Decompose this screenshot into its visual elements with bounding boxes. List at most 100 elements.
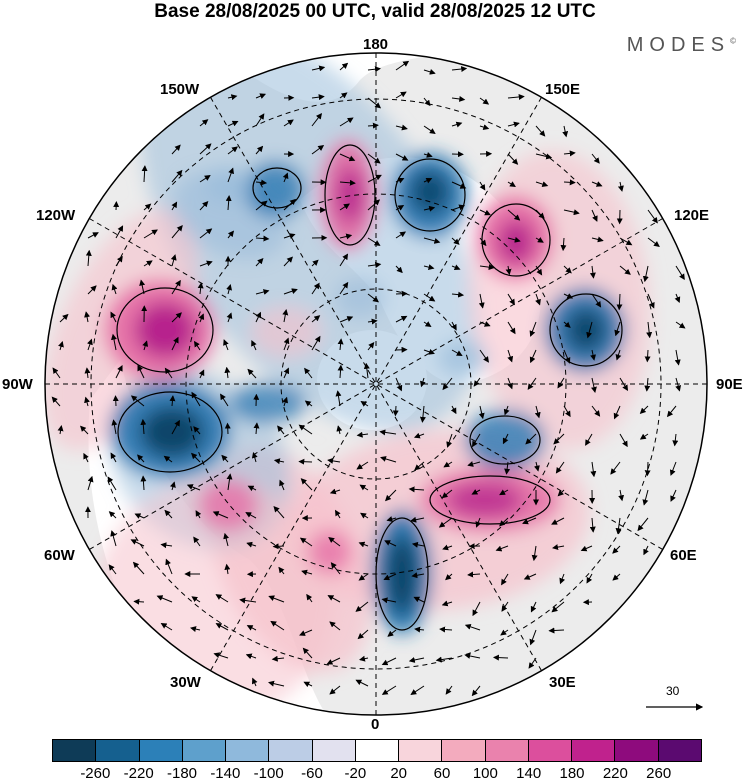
wind-vector <box>160 622 173 631</box>
wind-vector <box>255 93 267 99</box>
wind-vector <box>83 452 89 463</box>
wind-vector <box>395 91 407 99</box>
wind-vector <box>414 626 425 633</box>
wind-vector <box>367 199 381 211</box>
wind-vector <box>563 209 580 216</box>
wind-vector <box>268 595 285 603</box>
wind-vector <box>451 264 461 271</box>
wind-vector <box>642 265 649 283</box>
contour-line <box>117 391 223 473</box>
wind-vector <box>674 293 681 304</box>
wind-vector <box>666 405 677 418</box>
wind-vector <box>199 143 212 155</box>
wind-vector <box>535 265 543 276</box>
wind-vector <box>535 209 545 219</box>
wind-vector <box>255 145 264 155</box>
wind-vector <box>112 395 119 407</box>
wind-vector <box>190 626 201 633</box>
wind-vector <box>198 369 205 379</box>
wind-vector <box>502 433 509 445</box>
wind-vector <box>613 405 621 420</box>
wind-vector <box>140 475 147 491</box>
wind-vector <box>384 540 397 547</box>
wind-vector <box>283 367 290 379</box>
colorbar-tick-label: 180 <box>559 765 585 782</box>
wind-vector <box>277 425 285 435</box>
wind-vector <box>395 315 408 323</box>
wind-vector <box>226 312 233 323</box>
anomaly-blob <box>336 167 364 223</box>
wind-vector <box>451 66 468 73</box>
wind-vector <box>642 489 649 506</box>
wind-vector <box>356 431 369 438</box>
wind-vector <box>133 598 145 605</box>
wind-vector <box>557 377 565 389</box>
wind-vector <box>339 203 350 211</box>
wind-vector <box>479 264 495 271</box>
wind-vector <box>562 125 569 138</box>
wind-vector <box>215 594 229 603</box>
lon-label-180: 180 <box>363 36 389 53</box>
lon-label-60w: 60W <box>44 547 75 564</box>
wind-vector <box>355 601 369 612</box>
wind-vector <box>639 433 649 440</box>
wind-vector <box>224 563 231 575</box>
wind-vector <box>525 433 537 445</box>
wind-vector <box>212 511 229 519</box>
wind-vector <box>339 233 353 240</box>
wind-vector <box>130 395 145 407</box>
wind-vector <box>501 573 509 586</box>
colorbar-swatch <box>226 740 270 761</box>
wind-vector <box>51 396 61 407</box>
wind-vector <box>171 279 181 295</box>
wind-vector <box>499 517 509 527</box>
wind-vector <box>224 422 231 435</box>
wind-vector <box>507 93 525 100</box>
colorbar-tick-label: -140 <box>210 765 241 782</box>
wind-vector <box>311 113 323 127</box>
wind-vector <box>450 405 457 415</box>
wind-vector <box>328 536 341 547</box>
wind-vector <box>247 485 257 492</box>
wind-vector <box>674 349 681 366</box>
wind-vector <box>580 545 593 552</box>
wind-vector <box>339 281 349 295</box>
wind-vector <box>669 461 677 476</box>
wind-vector <box>590 461 597 478</box>
wind-vector <box>191 391 201 407</box>
wind-vector <box>507 349 514 363</box>
wind-vector <box>111 283 118 295</box>
wind-vector <box>499 489 509 496</box>
wind-vector <box>302 647 313 659</box>
wind-vector <box>300 478 313 491</box>
colorbar-swatch <box>485 740 529 761</box>
wind-vector <box>311 335 321 351</box>
wind-vector <box>423 237 441 244</box>
wind-vector <box>585 433 593 446</box>
wind-vectors <box>51 60 686 697</box>
colorbar-tick-label: -20 <box>344 765 367 782</box>
anomaly-blob <box>566 308 606 352</box>
wind-vector <box>191 452 201 463</box>
wind-vector <box>140 418 147 435</box>
anomaly-blob <box>438 340 488 376</box>
wind-vector <box>165 558 173 575</box>
wind-vector <box>110 311 117 323</box>
wind-vector <box>247 368 257 379</box>
wind-vector <box>271 655 285 662</box>
colorbar-swatch <box>312 740 356 761</box>
wind-vector <box>255 311 262 323</box>
wind-vector <box>245 653 257 660</box>
wind-vector <box>87 232 99 239</box>
wind-vector <box>395 177 405 184</box>
wind-vector <box>443 461 453 468</box>
wind-vector <box>156 595 173 603</box>
colorbar-swatch <box>658 740 701 761</box>
wind-vector <box>612 573 621 581</box>
wind-vector <box>251 339 257 351</box>
wind-vector <box>367 66 381 73</box>
wind-vector <box>451 121 463 128</box>
wind-vector <box>395 153 409 161</box>
wind-vector <box>84 396 90 407</box>
colorbar-tick-label: 20 <box>390 765 407 782</box>
